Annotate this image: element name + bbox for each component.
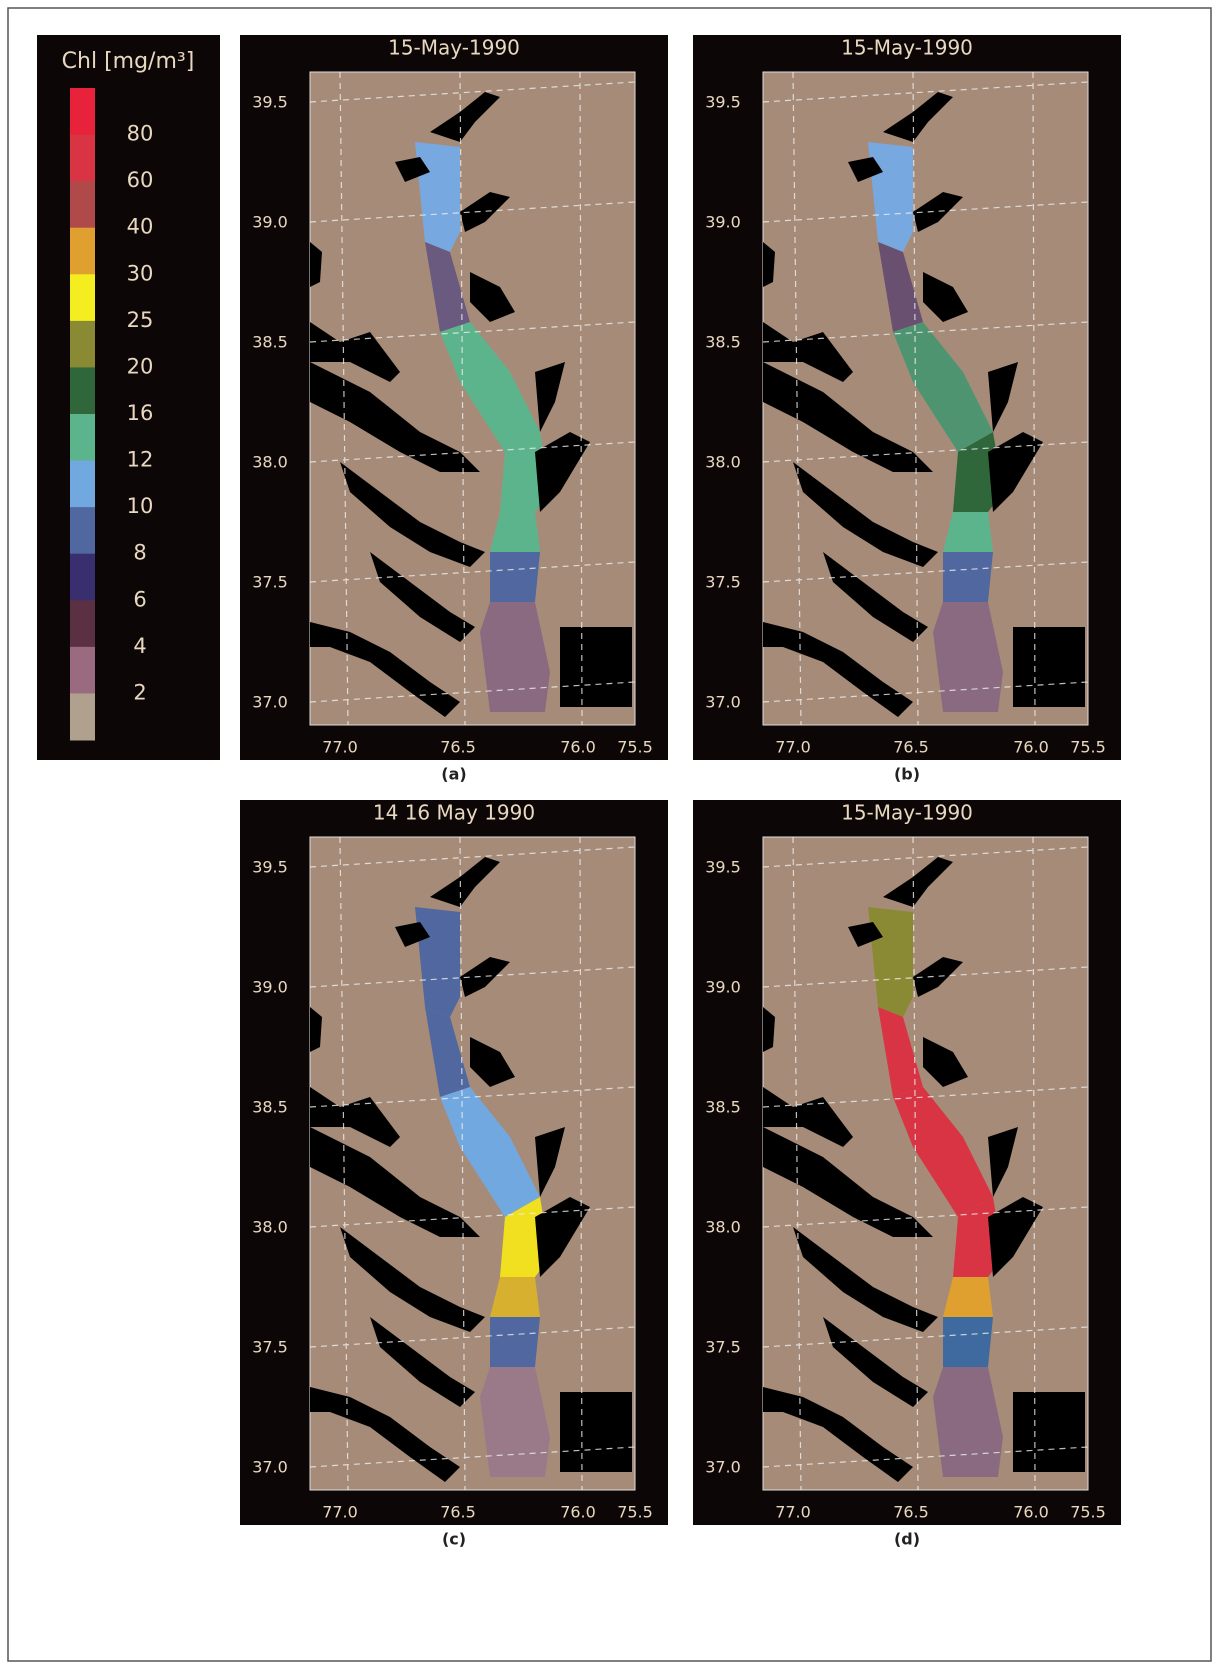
bay-region [943, 552, 993, 602]
colorbar-label: 4 [133, 634, 146, 658]
colorbar-segment [70, 274, 95, 321]
colorbar-segment [70, 554, 95, 601]
lat-label: 38.0 [705, 1218, 741, 1237]
lat-label: 39.5 [705, 858, 741, 877]
colorbar-segment [70, 321, 95, 368]
map-panel: 14 16 May 1990 39.5 39.0 38.5 38.0 37.5 37.0 77… [240, 800, 668, 1525]
lon-label: 77.0 [775, 738, 811, 757]
colorbar-label: 6 [133, 587, 146, 611]
lat-label: 39.0 [252, 978, 288, 997]
lat-label: 38.0 [252, 1218, 288, 1237]
panel-caption: (a) [441, 765, 466, 784]
lat-label: 39.0 [705, 213, 741, 232]
lat-label: 38.5 [252, 1098, 288, 1117]
panel-caption: (c) [442, 1530, 466, 1549]
lat-label: 39.0 [252, 213, 288, 232]
map-panel: 15-May-1990 39.5 39.0 38.5 38.0 37.5 37.0 77.0 7… [693, 35, 1121, 760]
lat-label: 38.0 [705, 453, 741, 472]
panel-title: 15-May-1990 [841, 801, 973, 825]
lon-label: 76.5 [893, 738, 929, 757]
lat-label: 39.5 [252, 93, 288, 112]
map [763, 837, 1088, 1490]
lat-label: 37.0 [705, 693, 741, 712]
colorbar-label: 2 [133, 680, 146, 704]
map [763, 72, 1088, 725]
lat-label: 38.5 [705, 1098, 741, 1117]
map [310, 72, 635, 725]
lat-label: 37.5 [252, 573, 288, 592]
colorbar-label: 20 [127, 354, 154, 378]
bay-region [490, 1317, 540, 1367]
colorbar-label: 10 [127, 494, 154, 518]
colorbar-segment [70, 135, 95, 182]
lat-label: 38.5 [705, 333, 741, 352]
lon-label: 75.5 [617, 1503, 653, 1522]
colorbar-segment [70, 88, 95, 135]
figure: Chl [mg/m³] 80 60 40 30 25 20 16 12 10 8 6 4 2 15-May-… [0, 0, 1219, 1669]
lat-label: 37.0 [705, 1458, 741, 1477]
lon-label: 75.5 [617, 738, 653, 757]
colorbar: Chl [mg/m³] 80 60 40 30 25 20 16 12 10 8 6 4 2 [37, 35, 220, 760]
colorbar-segment [70, 461, 95, 508]
lat-label: 38.0 [252, 453, 288, 472]
lon-label: 76.5 [440, 1503, 476, 1522]
lat-label: 39.5 [705, 93, 741, 112]
colorbar-segment [70, 507, 95, 554]
colorbar-segment [70, 600, 95, 647]
colorbar-segment [70, 228, 95, 275]
lat-label: 37.5 [705, 573, 741, 592]
lon-label: 76.0 [560, 1503, 596, 1522]
colorbar-segment [70, 693, 95, 740]
bay-region [490, 552, 540, 602]
map [310, 837, 635, 1490]
colorbar-label: 12 [127, 448, 154, 472]
map-panel: 15-May-1990 39.5 39.0 38.5 38.0 37.5 37.0 77.0 7… [693, 800, 1121, 1525]
lon-label: 77.0 [775, 1503, 811, 1522]
colorbar-label: 8 [133, 541, 146, 565]
lon-label: 76.5 [440, 738, 476, 757]
lon-label: 76.0 [560, 738, 596, 757]
lon-label: 75.5 [1070, 1503, 1106, 1522]
panel-title: 15-May-1990 [388, 36, 520, 60]
colorbar-label: 25 [127, 308, 154, 332]
panel-title: 14 16 May 1990 [373, 801, 535, 825]
colorbar-segment [70, 414, 95, 461]
panel-caption: (d) [894, 1530, 920, 1549]
colorbar-label: 30 [127, 261, 154, 285]
lat-label: 37.0 [252, 1458, 288, 1477]
lat-label: 37.5 [705, 1338, 741, 1357]
lon-label: 75.5 [1070, 738, 1106, 757]
lon-label: 76.0 [1013, 1503, 1049, 1522]
lon-label: 77.0 [322, 1503, 358, 1522]
colorbar-label: 40 [127, 215, 154, 239]
colorbar-segment [70, 181, 95, 228]
panel-title: 15-May-1990 [841, 36, 973, 60]
colorbar-title: Chl [mg/m³] [62, 49, 195, 74]
lat-label: 39.0 [705, 978, 741, 997]
colorbar-label: 16 [127, 401, 154, 425]
colorbar-segment [70, 367, 95, 414]
lon-label: 77.0 [322, 738, 358, 757]
lat-label: 37.5 [252, 1338, 288, 1357]
panel-caption: (b) [894, 765, 920, 784]
lat-label: 38.5 [252, 333, 288, 352]
lat-label: 39.5 [252, 858, 288, 877]
lon-label: 76.0 [1013, 738, 1049, 757]
lat-label: 37.0 [252, 693, 288, 712]
lon-label: 76.5 [893, 1503, 929, 1522]
bay-region [943, 1317, 993, 1367]
colorbar-label: 60 [127, 168, 154, 192]
map-panel: 15-May-1990 39.5 39.0 38.5 38.0 37.5 37.0 77.0 7… [240, 35, 668, 760]
colorbar-label: 80 [127, 122, 154, 146]
colorbar-segment [70, 647, 95, 694]
